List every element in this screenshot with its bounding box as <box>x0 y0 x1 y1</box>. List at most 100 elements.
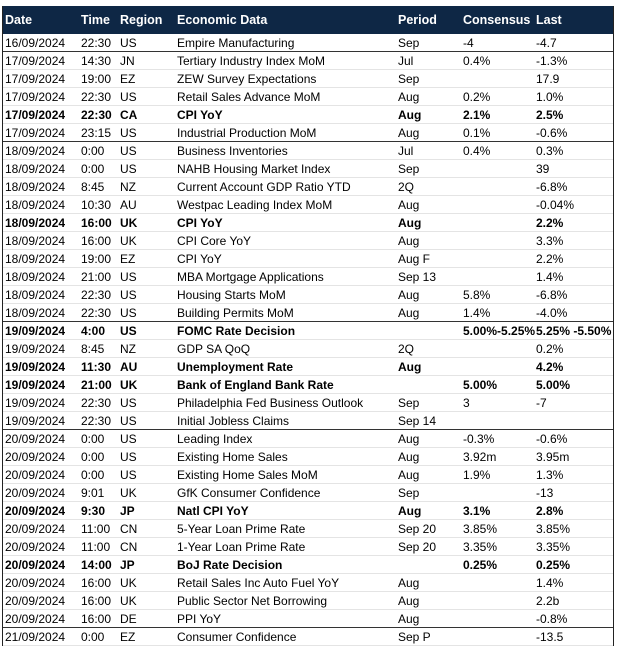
last-cell: 0.3% <box>536 144 564 158</box>
region-cell: US <box>120 162 137 176</box>
time-cell: 8:45 <box>81 342 105 356</box>
consensus-cell: 0.1% <box>463 126 491 140</box>
last-cell: 4.2% <box>536 360 564 374</box>
date-cell: 20/09/2024 <box>5 558 66 572</box>
last-cell: 2.2% <box>536 216 564 230</box>
header-row: Date Time Region Economic Data Period Consens… <box>3 6 613 34</box>
date-cell: 20/09/2024 <box>5 522 66 536</box>
period-cell: Sep <box>398 36 420 50</box>
region-cell: JN <box>120 54 135 68</box>
time-cell: 11:00 <box>81 540 111 554</box>
date-cell: 17/09/2024 <box>5 72 66 86</box>
last-cell: 0.25% <box>536 558 571 572</box>
period-cell: Sep <box>398 162 420 176</box>
period-cell: Aug F <box>398 252 431 266</box>
region-cell: UK <box>120 486 137 500</box>
consensus-cell: 3.1% <box>463 504 491 518</box>
region-cell: US <box>120 432 137 446</box>
region-cell: UK <box>120 378 138 392</box>
last-cell: 2.8% <box>536 504 564 518</box>
last-cell: 17.9 <box>536 72 560 86</box>
consensus-cell: 3.35% <box>463 540 498 554</box>
economic-data-cell: Retail Sales Advance MoM <box>177 90 321 104</box>
economic-data-cell: MBA Mortgage Applications <box>177 270 324 284</box>
time-cell: 0:00 <box>81 468 105 482</box>
date-cell: 18/09/2024 <box>5 144 66 158</box>
last-cell: -1.3% <box>536 54 568 68</box>
economic-data-cell: Retail Sales Inc Auto Fuel YoY <box>177 576 340 590</box>
economic-data-cell: BoJ Rate Decision <box>177 558 283 572</box>
period-cell: 2Q <box>398 342 415 356</box>
consensus-cell: 0.4% <box>463 54 491 68</box>
economic-data-cell: CPI Core YoY <box>177 234 252 248</box>
header-cell: Period <box>398 13 437 27</box>
period-cell: Aug <box>398 234 420 248</box>
economic-data-cell: CPI YoY <box>177 216 223 230</box>
date-cell: 18/09/2024 <box>5 306 66 320</box>
time-cell: 22:30 <box>81 288 112 302</box>
region-cell: UK <box>120 594 137 608</box>
table-row: 18/09/2024 16:00 UK CPI Core YoY Aug 3.3% <box>3 232 613 250</box>
consensus-cell: 5.8% <box>463 288 491 302</box>
consensus-cell: -4 <box>463 36 474 50</box>
region-cell: EZ <box>120 72 136 86</box>
consensus-cell: 0.4% <box>463 144 491 158</box>
region-cell: AU <box>120 360 138 374</box>
consensus-cell: 2.1% <box>463 108 491 122</box>
header-cell: Date <box>5 13 33 27</box>
region-cell: NZ <box>120 180 136 194</box>
last-cell: 5.25% -5.50% <box>536 324 612 338</box>
consensus-cell: 0.2% <box>463 90 491 104</box>
last-cell: 3.95m <box>536 450 570 464</box>
consensus-cell: 1.4% <box>463 306 491 320</box>
table-row: 20/09/2024 16:00 UK Retail Sales Inc Auto F… <box>3 574 613 592</box>
last-cell: 1.4% <box>536 576 564 590</box>
last-cell: -13 <box>536 486 554 500</box>
period-cell: Sep <box>398 72 420 86</box>
economic-data-cell: Leading Index <box>177 432 253 446</box>
region-cell: UK <box>120 576 137 590</box>
table-row: 20/09/2024 11:00 CN 1-Year Loan Prime Rate S… <box>3 538 613 556</box>
economic-data-cell: NAHB Housing Market Index <box>177 162 331 176</box>
table-row: 18/09/2024 0:00 US Business Inventories Jul 0… <box>3 142 613 160</box>
economic-data-cell: 5-Year Loan Prime Rate <box>177 522 306 536</box>
time-cell: 16:00 <box>81 234 112 248</box>
period-cell: Aug <box>398 108 422 122</box>
last-cell: -4.7 <box>536 36 557 50</box>
region-cell: JP <box>120 504 135 518</box>
economic-data-cell: PPI YoY <box>177 612 222 626</box>
period-cell: Jul <box>398 144 414 158</box>
economic-data-cell: GDP SA QoQ <box>177 342 251 356</box>
date-cell: 17/09/2024 <box>5 108 66 122</box>
last-cell: -0.8% <box>536 612 568 626</box>
table-row: 18/09/2024 22:30 US Building Permits MoM Aug… <box>3 304 613 322</box>
date-cell: 17/09/2024 <box>5 90 66 104</box>
period-cell: Aug <box>398 360 422 374</box>
table-row: 20/09/2024 9:30 JP Natl CPI YoY Aug 3.1% 2.8% <box>3 502 613 520</box>
region-cell: UK <box>120 216 138 230</box>
time-cell: 22:30 <box>81 36 112 50</box>
last-cell: 2.2b <box>536 594 560 608</box>
economic-data-cell: Philadelphia Fed Business Outlook <box>177 396 364 410</box>
table-row: 20/09/2024 0:00 US Leading Index Aug -0.3% -0.… <box>3 430 613 448</box>
economic-data-cell: ZEW Survey Expectations <box>177 72 317 86</box>
economic-data-cell: Existing Home Sales <box>177 450 288 464</box>
table-row: 18/09/2024 8:45 NZ Current Account GDP Rati… <box>3 178 613 196</box>
region-cell: AU <box>120 198 137 212</box>
table-row: 20/09/2024 0:00 US Existing Home Sales Aug 3.… <box>3 448 613 466</box>
last-cell: -6.8% <box>536 288 568 302</box>
period-cell: Sep P <box>398 630 431 644</box>
table-row: 20/09/2024 16:00 UK Public Sector Net Borro… <box>3 592 613 610</box>
date-cell: 19/09/2024 <box>5 324 66 338</box>
period-cell: Sep <box>398 486 420 500</box>
date-cell: 18/09/2024 <box>5 162 66 176</box>
economic-data-cell: Business Inventories <box>177 144 288 158</box>
date-cell: 18/09/2024 <box>5 234 66 248</box>
economic-data-cell: Initial Jobless Claims <box>177 414 290 428</box>
header-cell: Region <box>120 13 163 27</box>
date-cell: 18/09/2024 <box>5 270 66 284</box>
region-cell: UK <box>120 234 137 248</box>
date-cell: 20/09/2024 <box>5 612 66 626</box>
period-cell: Sep <box>398 396 420 410</box>
period-cell: Aug <box>398 306 420 320</box>
